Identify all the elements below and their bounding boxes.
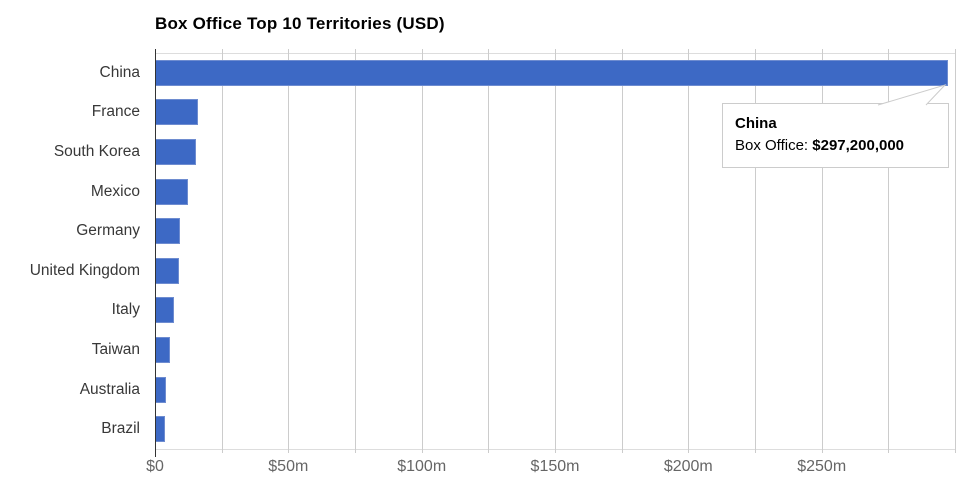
axis-tick <box>221 49 223 53</box>
bar-china[interactable] <box>155 59 948 86</box>
tooltip-value-line: Box Office: $297,200,000 <box>735 135 936 157</box>
x-axis-baseline <box>155 49 156 457</box>
axis-tick <box>221 449 223 453</box>
y-axis-label: Brazil <box>101 420 140 438</box>
axis-tick <box>621 49 623 53</box>
axis-tick <box>888 49 890 53</box>
y-axis-label: United Kingdom <box>29 261 140 279</box>
axis-tick <box>488 49 490 53</box>
y-axis-label: South Korea <box>53 143 140 160</box>
x-axis-tick-label: $200m <box>663 458 713 475</box>
y-axis-label: Italy <box>111 301 140 319</box>
chart-title: Box Office Top 10 Territories (USD) <box>155 14 445 33</box>
x-axis-tick-label: $50m <box>268 458 309 475</box>
bar-taiwan[interactable] <box>155 337 170 363</box>
y-axis-label: Taiwan <box>91 341 140 358</box>
bar-south-korea[interactable] <box>155 139 196 165</box>
axis-tick <box>288 449 290 453</box>
gridline <box>355 53 356 449</box>
axis-tick <box>821 449 823 453</box>
gridline <box>421 53 423 449</box>
axis-tick <box>821 49 823 53</box>
gridline <box>888 53 890 449</box>
y-axis-label: Mexico <box>90 182 140 200</box>
axis-tick <box>421 449 423 453</box>
bar-italy[interactable] <box>155 297 175 324</box>
axis-tick <box>621 449 623 453</box>
y-axis-label: Germany <box>76 222 140 240</box>
tooltip-title: China <box>735 115 777 132</box>
y-axis-label: Australia <box>79 380 140 398</box>
bar-united-kingdom[interactable] <box>155 257 179 284</box>
bar-mexico[interactable] <box>155 178 189 205</box>
x-axis-tick-label: $250m <box>797 458 847 475</box>
y-axis-label: France <box>91 103 140 121</box>
gridline <box>621 53 623 449</box>
gridline <box>821 53 823 449</box>
axis-tick <box>488 449 490 453</box>
axis-tick <box>888 449 890 453</box>
bar-australia[interactable] <box>155 376 166 403</box>
bar-brazil[interactable] <box>155 416 165 443</box>
y-axis-label: China <box>99 63 141 81</box>
bar-france[interactable] <box>155 99 198 126</box>
gridline <box>555 53 556 449</box>
axis-tick <box>355 49 356 53</box>
gridline <box>221 53 223 449</box>
axis-tick <box>688 49 690 53</box>
tooltip-label: Box Office: <box>735 137 813 154</box>
axis-tick <box>755 49 756 53</box>
tooltip-callout-pointer <box>877 84 947 106</box>
axis-tick <box>555 449 556 453</box>
gridline <box>488 53 490 449</box>
axis-tick <box>755 449 756 453</box>
axis-tick <box>355 449 356 453</box>
bar-germany[interactable] <box>155 218 180 245</box>
x-axis-tick-label: $100m <box>397 458 447 475</box>
axis-tick <box>288 49 290 53</box>
x-axis-tick-label: $150m <box>530 458 580 475</box>
axis-tick <box>555 49 556 53</box>
axis-tick <box>421 49 423 53</box>
x-axis-tick-label: $0 <box>146 458 164 475</box>
gridline <box>288 53 290 449</box>
tooltip-value: $297,200,000 <box>812 137 905 154</box>
axis-tick <box>955 49 956 53</box>
gridline <box>955 53 956 449</box>
gridline <box>755 53 756 449</box>
axis-tick <box>955 449 956 453</box>
axis-tick <box>688 449 690 453</box>
tooltip: China Box Office: $297,200,000 <box>722 103 949 168</box>
gridline <box>688 53 690 449</box>
